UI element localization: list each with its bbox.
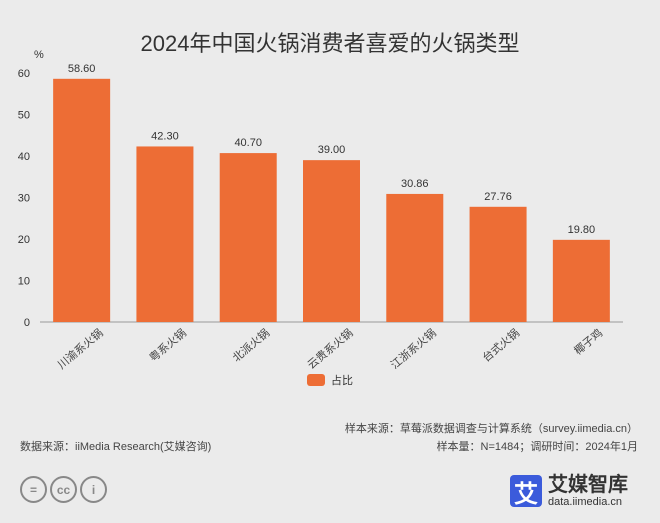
x-tick-label: 川渝系火锅	[54, 326, 105, 372]
data-label: 19.80	[568, 224, 596, 236]
cc-icon: cc	[50, 476, 77, 503]
y-axis-unit: %	[34, 49, 44, 61]
chart-title: 2024年中国火锅消费者喜爱的火锅类型	[140, 31, 520, 56]
data-label: 39.00	[318, 144, 346, 156]
y-tick-label: 0	[24, 317, 30, 329]
bar	[53, 78, 111, 322]
logo-name: 艾媒智库	[548, 474, 628, 496]
license-icons: = cc i	[20, 476, 107, 503]
nd-icon: =	[20, 476, 47, 503]
logo: 艾 艾媒智库 data.iimedia.cn	[510, 474, 628, 508]
bar	[469, 206, 527, 322]
by-icon: i	[80, 476, 107, 503]
y-tick-label: 30	[18, 193, 30, 205]
bar	[136, 146, 194, 322]
logo-mark: 艾	[510, 475, 542, 508]
legend-swatch	[307, 374, 325, 386]
bar-chart: % 0 10 20 30 40 50 60 58.60 川渝系火锅 42.30 粤系火锅 40.70 北派…	[18, 49, 623, 387]
y-tick-label: 20	[18, 234, 30, 246]
y-tick-label: 40	[18, 151, 30, 163]
data-label: 27.76	[484, 191, 512, 203]
bar	[219, 153, 277, 322]
legend-label: 占比	[331, 373, 353, 387]
y-tick-label: 50	[18, 110, 30, 122]
y-tick-label: 10	[18, 276, 30, 288]
data-label: 42.30	[151, 130, 179, 142]
data-label: 40.70	[234, 137, 262, 149]
data-source: 数据来源：iiMedia Research(艾媒咨询)	[20, 441, 212, 453]
x-tick-label: 椰子鸡	[571, 326, 605, 358]
x-tick-label: 粤系火锅	[146, 326, 189, 365]
x-tick-label: 江浙系火锅	[388, 326, 438, 371]
sample-info: 样本量：N=1484；调研时间：2024年1月	[436, 441, 638, 453]
bar	[303, 160, 360, 322]
x-tick-label: 北派火锅	[230, 326, 272, 364]
data-label: 30.86	[401, 178, 429, 190]
y-tick-label: 60	[18, 68, 30, 80]
logo-url: data.iimedia.cn	[548, 496, 622, 508]
x-tick-label: 台式火锅	[479, 326, 522, 365]
x-tick-label: 云贵系火锅	[305, 326, 355, 371]
sample-source: 样本来源：草莓派数据调查与计算系统（survey.iimedia.cn）	[344, 423, 638, 435]
bar	[552, 239, 610, 322]
data-label: 58.60	[68, 63, 96, 75]
bar	[386, 193, 444, 322]
